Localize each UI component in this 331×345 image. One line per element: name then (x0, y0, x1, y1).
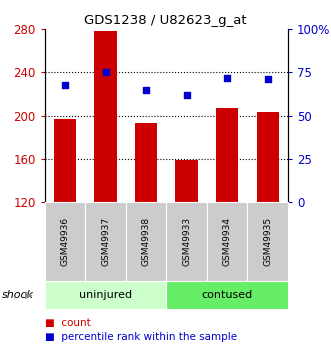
Point (103, 70, 108, 75)
Bar (94, 31, 117, 202)
Point (62, 82, 68, 87)
Text: GDS1238 / U82623_g_at: GDS1238 / U82623_g_at (84, 14, 247, 27)
Point (143, 87, 149, 92)
Bar (257, 112, 279, 202)
Text: uninjured: uninjured (79, 290, 132, 300)
Text: ▶: ▶ (25, 290, 33, 300)
Text: GSM49938: GSM49938 (142, 217, 151, 266)
Text: GSM49937: GSM49937 (101, 217, 110, 266)
Point (184, 92, 189, 98)
Text: contused: contused (202, 290, 253, 300)
Bar (135, 123, 157, 202)
Point (265, 77, 270, 82)
Text: shock: shock (2, 290, 34, 300)
Text: GSM49933: GSM49933 (182, 217, 191, 266)
Bar (175, 160, 198, 202)
Point (224, 75, 230, 80)
Text: ■  percentile rank within the sample: ■ percentile rank within the sample (45, 333, 237, 342)
Text: GSM49936: GSM49936 (61, 217, 70, 266)
Bar (216, 108, 238, 202)
Text: GSM49935: GSM49935 (263, 217, 272, 266)
Text: GSM49934: GSM49934 (223, 217, 232, 266)
Text: ■  count: ■ count (45, 318, 90, 327)
Bar (54, 119, 76, 202)
